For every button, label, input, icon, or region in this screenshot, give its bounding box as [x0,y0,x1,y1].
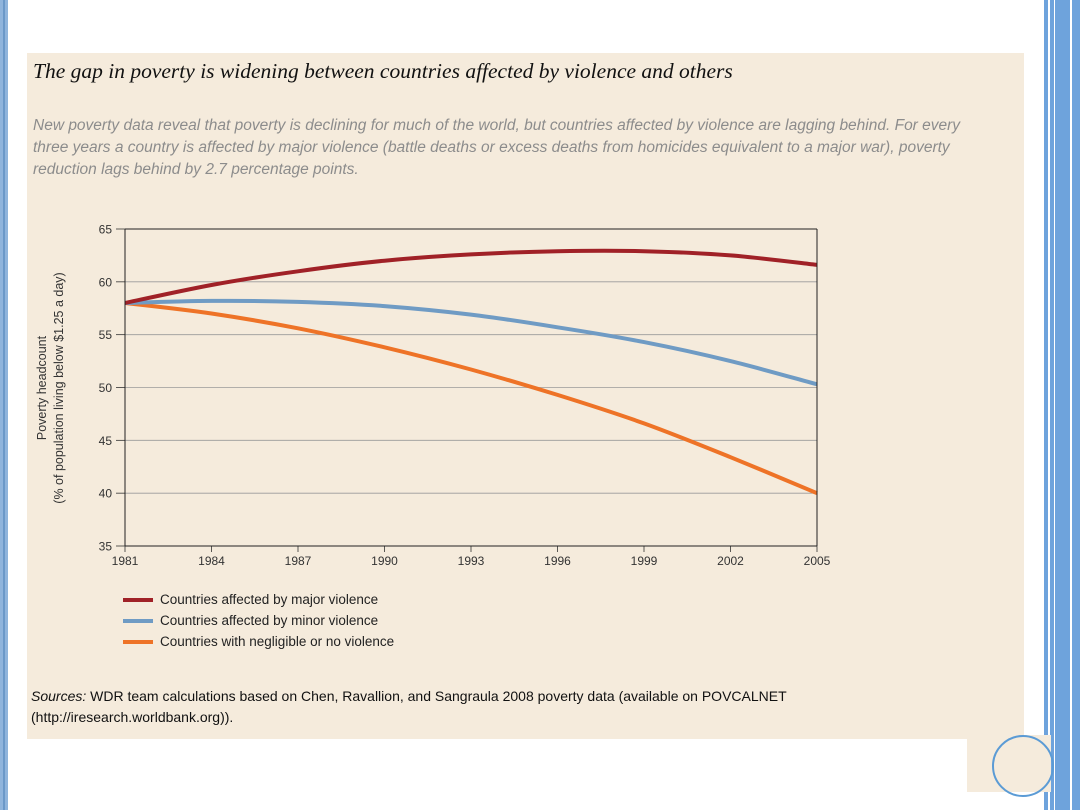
x-tick-label: 1984 [198,554,225,568]
slide-number-circle [992,735,1054,797]
slide-right-border [1044,0,1080,810]
x-tick-label: 1990 [371,554,398,568]
y-axis-label: Poverty headcount (% of population living… [35,272,66,503]
x-tick-label: 1993 [458,554,485,568]
y-tick-label: 65 [99,223,113,237]
y-tick-label: 45 [99,434,113,448]
y-tick-label: 60 [99,275,113,289]
legend-item-no-violence: Countries with negligible or no violence [123,631,394,652]
x-tick-label: 2002 [717,554,744,568]
y-tick-label: 50 [99,381,113,395]
poverty-line-chart: 35 40 45 50 55 60 65 1981 1984 1987 1990 1993 1996 19… [35,223,831,569]
legend-swatch-minor [123,618,153,623]
chart-legend: Countries affected by major violence Cou… [123,589,394,652]
x-tick-label: 1996 [544,554,571,568]
series-line-minor-violence [124,298,818,387]
sources-note: Sources: WDR team calculations based on … [31,686,991,728]
figure-subtitle: New poverty data reveal that poverty is … [33,117,961,178]
series-line-major-violence [124,248,818,305]
legend-item-minor-violence: Countries affected by minor violence [123,610,394,631]
series-line-no-violence [124,301,818,496]
sources-label: Sources: [31,688,87,704]
figure-title: The gap in poverty is widening between c… [33,59,733,83]
x-tick-label: 2005 [804,554,831,568]
legend-label-minor: Countries affected by minor violence [160,613,379,628]
y-axis-label-line1: Poverty headcount [35,335,49,440]
y-tick-label: 55 [99,328,113,342]
y-axis-label-line2: (% of population living below $1.25 a da… [52,272,66,503]
slide-left-border-line [3,0,5,810]
x-tick-label: 1987 [285,554,312,568]
legend-swatch-major [123,597,153,602]
figure-panel: The gap in poverty is widening between c… [27,53,1054,797]
y-tick-label: 35 [99,540,113,554]
x-tick-label: 1981 [112,554,139,568]
legend-label-major: Countries affected by major violence [160,592,379,607]
sources-text: WDR team calculations based on Chen, Rav… [31,688,787,725]
legend-label-none: Countries with negligible or no violence [160,634,395,649]
y-tick-label: 40 [99,487,113,501]
legend-item-major-violence: Countries affected by major violence [123,589,394,610]
x-tick-label: 1999 [631,554,658,568]
legend-swatch-none [123,639,153,644]
